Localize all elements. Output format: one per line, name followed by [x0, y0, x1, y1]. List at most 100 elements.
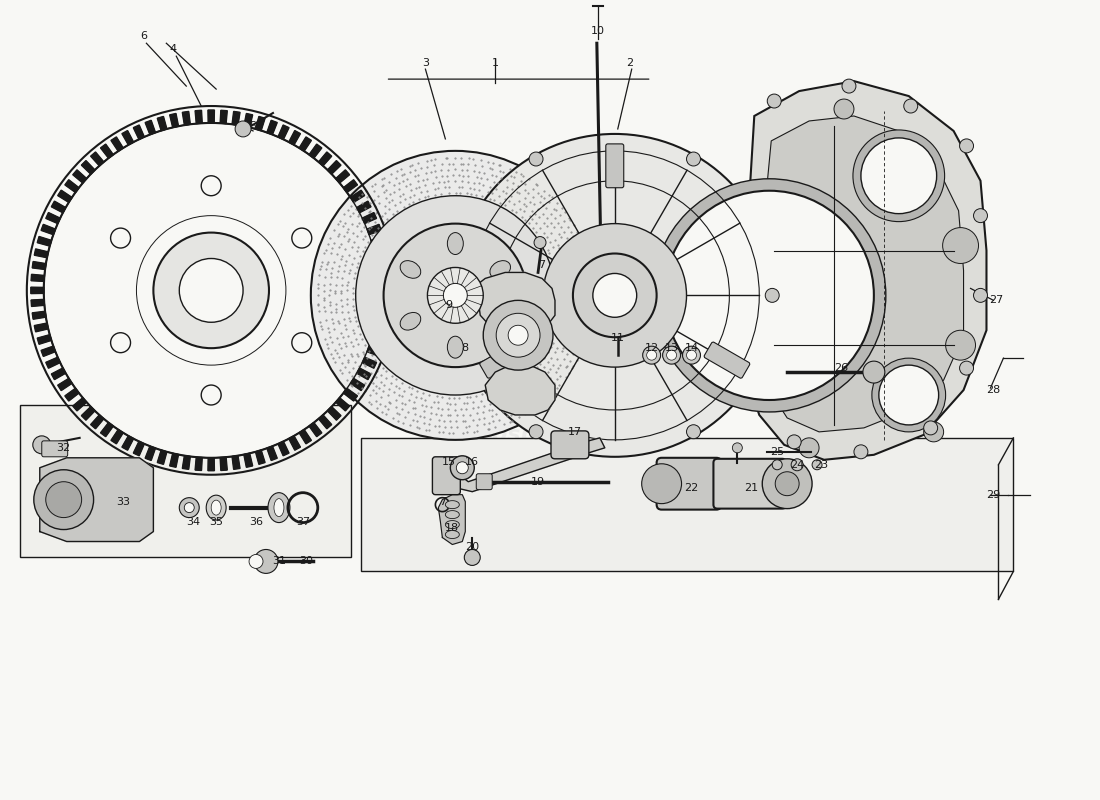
- Circle shape: [34, 470, 94, 530]
- Ellipse shape: [490, 313, 510, 330]
- Text: 24: 24: [790, 460, 804, 470]
- Circle shape: [235, 121, 251, 137]
- Polygon shape: [52, 368, 66, 380]
- Circle shape: [453, 134, 777, 457]
- Circle shape: [664, 190, 873, 400]
- Circle shape: [450, 288, 464, 302]
- Circle shape: [733, 443, 742, 453]
- Polygon shape: [195, 457, 202, 470]
- Polygon shape: [37, 334, 52, 344]
- Circle shape: [33, 436, 51, 454]
- Text: 7: 7: [439, 497, 446, 506]
- Circle shape: [456, 462, 469, 474]
- Text: 2: 2: [626, 58, 634, 68]
- Polygon shape: [374, 323, 388, 332]
- Circle shape: [443, 283, 468, 307]
- Text: 22: 22: [684, 482, 699, 493]
- Text: 28: 28: [987, 385, 1001, 395]
- Ellipse shape: [490, 261, 510, 278]
- Circle shape: [153, 233, 270, 348]
- Circle shape: [974, 288, 988, 302]
- Circle shape: [641, 464, 682, 504]
- Circle shape: [943, 228, 979, 263]
- Polygon shape: [169, 114, 178, 127]
- Polygon shape: [46, 213, 60, 223]
- Polygon shape: [356, 368, 371, 380]
- Polygon shape: [328, 406, 341, 420]
- Circle shape: [44, 123, 378, 458]
- Text: 20: 20: [465, 542, 480, 553]
- Circle shape: [647, 350, 657, 360]
- Polygon shape: [367, 346, 382, 357]
- Circle shape: [791, 458, 803, 470]
- Circle shape: [861, 138, 937, 214]
- Polygon shape: [232, 456, 240, 470]
- Polygon shape: [371, 334, 385, 344]
- Ellipse shape: [448, 233, 463, 254]
- Text: 31: 31: [272, 557, 286, 566]
- Circle shape: [179, 258, 243, 322]
- Text: 4: 4: [169, 44, 177, 54]
- Polygon shape: [244, 114, 253, 127]
- Polygon shape: [220, 457, 228, 470]
- Polygon shape: [378, 287, 392, 294]
- Polygon shape: [122, 130, 133, 145]
- Text: 12: 12: [645, 343, 659, 353]
- Polygon shape: [133, 125, 144, 139]
- Text: 30: 30: [299, 557, 312, 566]
- Polygon shape: [57, 190, 72, 202]
- FancyBboxPatch shape: [714, 458, 786, 509]
- Text: 1: 1: [492, 58, 498, 68]
- Polygon shape: [20, 405, 351, 558]
- Circle shape: [292, 333, 311, 353]
- Polygon shape: [351, 190, 364, 202]
- Polygon shape: [278, 125, 289, 139]
- Circle shape: [974, 209, 988, 222]
- Polygon shape: [183, 456, 190, 470]
- Circle shape: [652, 178, 886, 412]
- Text: eurospares: eurospares: [450, 425, 591, 445]
- Polygon shape: [34, 323, 48, 332]
- Polygon shape: [111, 137, 123, 151]
- Text: 9: 9: [444, 300, 452, 310]
- Circle shape: [111, 333, 131, 353]
- Polygon shape: [361, 438, 1013, 571]
- Circle shape: [852, 130, 945, 222]
- Polygon shape: [343, 388, 358, 401]
- Circle shape: [904, 99, 917, 113]
- Polygon shape: [65, 180, 79, 193]
- Polygon shape: [289, 130, 300, 145]
- Text: 33: 33: [117, 497, 131, 506]
- Polygon shape: [111, 430, 123, 444]
- Polygon shape: [31, 287, 44, 294]
- Polygon shape: [220, 110, 228, 124]
- Polygon shape: [319, 152, 332, 166]
- Polygon shape: [336, 398, 350, 411]
- Circle shape: [959, 361, 974, 375]
- Circle shape: [543, 224, 686, 367]
- Polygon shape: [299, 430, 311, 444]
- FancyBboxPatch shape: [704, 342, 750, 378]
- Polygon shape: [267, 120, 277, 134]
- Polygon shape: [32, 311, 46, 319]
- Circle shape: [496, 314, 540, 357]
- Circle shape: [842, 79, 856, 93]
- Polygon shape: [244, 454, 253, 467]
- Circle shape: [854, 445, 868, 458]
- Text: 36: 36: [249, 517, 263, 526]
- FancyBboxPatch shape: [606, 144, 624, 188]
- Text: 34: 34: [186, 517, 200, 526]
- Polygon shape: [145, 446, 155, 461]
- Polygon shape: [90, 415, 103, 429]
- Circle shape: [776, 472, 799, 496]
- FancyBboxPatch shape: [551, 431, 588, 458]
- Ellipse shape: [274, 498, 284, 517]
- Polygon shape: [31, 274, 44, 282]
- Text: 10: 10: [591, 26, 605, 36]
- Text: 25: 25: [770, 447, 784, 457]
- FancyBboxPatch shape: [476, 474, 492, 490]
- Circle shape: [762, 458, 812, 509]
- Circle shape: [812, 460, 822, 470]
- Polygon shape: [169, 454, 178, 467]
- FancyBboxPatch shape: [480, 342, 526, 378]
